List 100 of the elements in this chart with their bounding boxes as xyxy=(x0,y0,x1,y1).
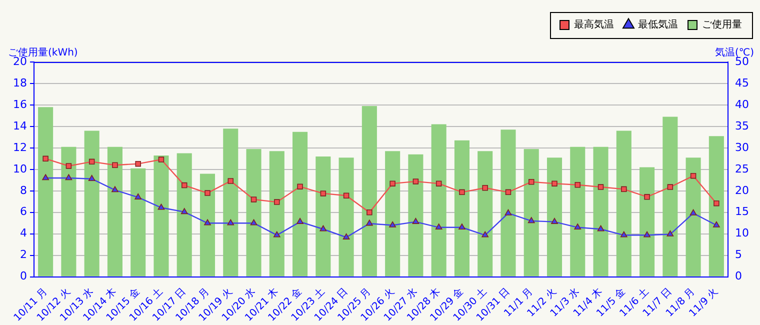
bar xyxy=(454,140,470,276)
point xyxy=(158,204,165,210)
point xyxy=(88,174,96,182)
bar xyxy=(593,146,608,276)
point xyxy=(667,184,674,190)
bar xyxy=(708,136,724,276)
bar xyxy=(570,146,586,276)
point xyxy=(134,193,142,200)
point xyxy=(644,231,650,238)
bar xyxy=(223,128,238,276)
point xyxy=(180,208,188,214)
legend-label: 最高気温 xyxy=(574,18,614,31)
y2-tick-label: 0 xyxy=(735,270,742,283)
point xyxy=(366,220,373,226)
point xyxy=(690,209,697,216)
bar xyxy=(408,154,424,276)
point xyxy=(320,225,327,232)
point xyxy=(714,200,720,206)
point xyxy=(112,186,118,192)
point xyxy=(42,156,48,162)
bar xyxy=(154,155,169,276)
point xyxy=(135,160,141,167)
bar xyxy=(662,116,678,276)
y-tick-label: 4 xyxy=(20,226,27,240)
bar xyxy=(176,153,192,276)
point xyxy=(273,231,280,238)
bar xyxy=(84,130,100,276)
point xyxy=(666,230,674,236)
y2-tick-label: 25 xyxy=(735,162,750,176)
point xyxy=(342,233,350,240)
point xyxy=(228,178,234,184)
bar xyxy=(524,149,539,276)
point xyxy=(204,219,211,226)
point xyxy=(552,180,558,186)
bar xyxy=(385,151,400,276)
point xyxy=(597,225,604,232)
point xyxy=(181,182,188,188)
point xyxy=(551,218,558,224)
point xyxy=(482,185,488,191)
point xyxy=(458,224,466,230)
point xyxy=(112,162,118,168)
point xyxy=(390,180,396,186)
bar xyxy=(61,146,76,276)
point xyxy=(690,172,696,179)
bar xyxy=(640,167,655,276)
point xyxy=(66,163,72,169)
legend-label: 最低気温 xyxy=(638,18,678,31)
point xyxy=(250,219,258,226)
legend-label: ご使用量 xyxy=(702,20,742,31)
bar xyxy=(292,132,308,276)
point xyxy=(574,224,582,230)
point xyxy=(250,196,257,202)
point xyxy=(621,186,627,192)
point xyxy=(320,190,326,196)
bar xyxy=(362,106,377,276)
y-tick-label: 6 xyxy=(20,205,27,218)
y2-tick-label: 35 xyxy=(735,119,750,132)
bar xyxy=(616,130,632,276)
point xyxy=(713,221,720,228)
bar xyxy=(431,124,446,276)
point xyxy=(65,174,72,180)
bar xyxy=(478,151,493,276)
bar xyxy=(338,158,354,276)
point xyxy=(644,194,650,200)
point xyxy=(504,209,512,216)
y-tick-label: 10 xyxy=(12,162,27,176)
bar xyxy=(546,158,562,276)
bar xyxy=(246,149,262,276)
y-tick-label: 12 xyxy=(12,140,27,154)
point xyxy=(227,219,234,226)
point xyxy=(343,192,350,198)
point xyxy=(296,218,304,224)
point xyxy=(389,221,396,228)
bar xyxy=(200,174,216,276)
point xyxy=(412,218,420,224)
point xyxy=(435,224,442,230)
bar xyxy=(107,146,122,276)
point xyxy=(412,178,419,184)
point xyxy=(297,184,303,190)
y2-tick-label: 30 xyxy=(735,140,750,154)
point xyxy=(528,178,534,185)
bar xyxy=(130,168,146,276)
point xyxy=(436,180,442,186)
y-tick-label: 18 xyxy=(12,76,27,90)
bar xyxy=(316,156,331,276)
y-tick-label: 16 xyxy=(12,98,27,111)
point xyxy=(158,156,164,162)
point xyxy=(204,190,210,196)
bar xyxy=(38,107,54,276)
y2-tick-label: 20 xyxy=(735,184,750,197)
y-tick-label: 8 xyxy=(20,184,27,197)
y-tick-label: 14 xyxy=(12,119,27,132)
point xyxy=(366,210,372,216)
point xyxy=(505,189,512,196)
y2-tick-label: 15 xyxy=(735,205,750,218)
point xyxy=(482,231,489,238)
bar xyxy=(269,151,284,276)
point xyxy=(598,184,604,190)
point xyxy=(574,182,581,188)
y-tick-label: 0 xyxy=(20,270,27,283)
